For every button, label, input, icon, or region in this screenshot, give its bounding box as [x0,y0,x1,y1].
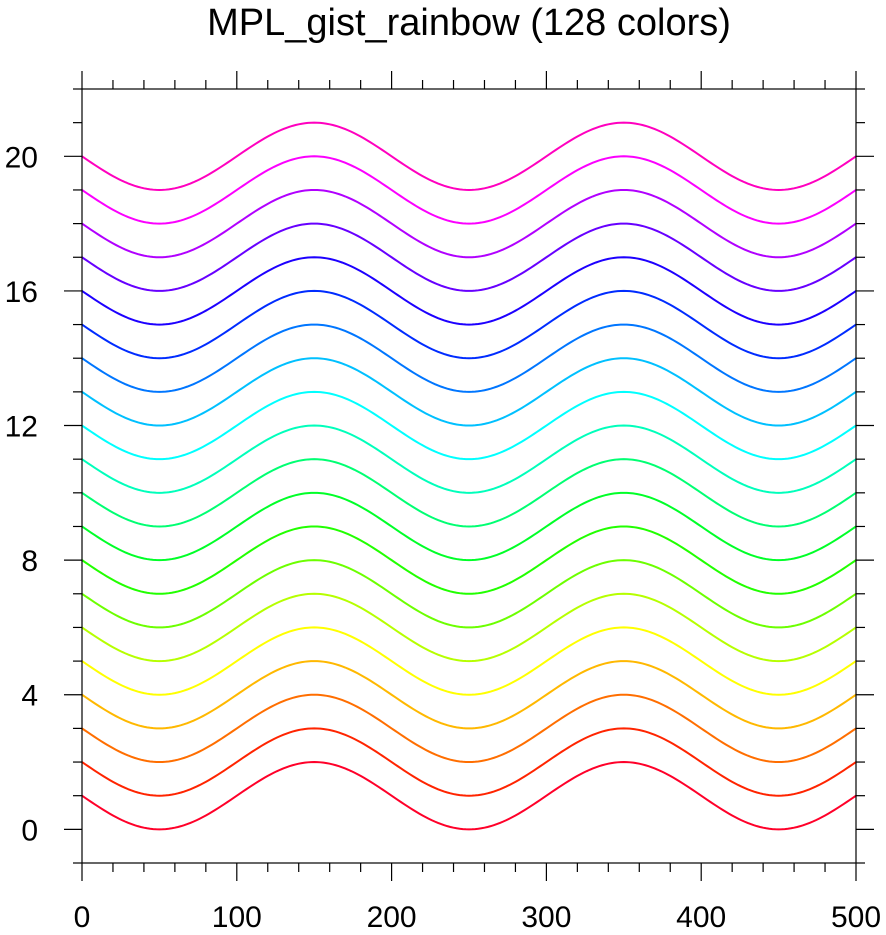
x-tick-label: 400 [676,901,726,934]
series-line-8 [81,525,857,595]
series-line-20 [81,121,857,191]
axis-ticks [64,71,874,881]
y-tick-label: 12 [5,411,38,444]
series-line-1 [81,761,857,831]
series-line-6 [81,592,857,663]
series-line-19 [81,155,857,225]
series-line-13 [81,357,857,427]
y-tick-label: 0 [21,814,38,847]
x-tick-label: 300 [521,901,571,934]
series-line-5 [81,626,857,696]
x-tick-label: 200 [367,901,417,934]
series-line-11 [81,424,857,494]
chart-title: MPL_gist_rainbow (128 colors) [207,2,731,44]
series-line-2 [81,727,857,797]
tick-labels: 0 100 200 300 400 500 0 4 8 12 16 20 [5,141,881,934]
x-tick-label: 100 [212,901,262,934]
series-line-12 [81,390,857,461]
y-tick-label: 16 [5,276,38,309]
series-lines [81,121,857,831]
series-line-3 [81,693,857,764]
plot-frame [81,88,857,864]
x-tick-label: 0 [74,901,91,934]
y-tick-label: 4 [21,680,38,713]
series-line-14 [81,323,857,393]
x-tick-label: 500 [831,901,881,934]
y-tick-label: 8 [21,545,38,578]
y-tick-label: 20 [5,141,38,174]
series-line-18 [81,188,857,259]
series-line-17 [81,222,857,292]
series-line-7 [81,559,857,629]
series-line-4 [81,660,857,730]
series-line-15 [81,289,857,360]
series-line-16 [81,256,857,326]
series-line-9 [81,491,857,562]
series-line-10 [81,458,857,528]
